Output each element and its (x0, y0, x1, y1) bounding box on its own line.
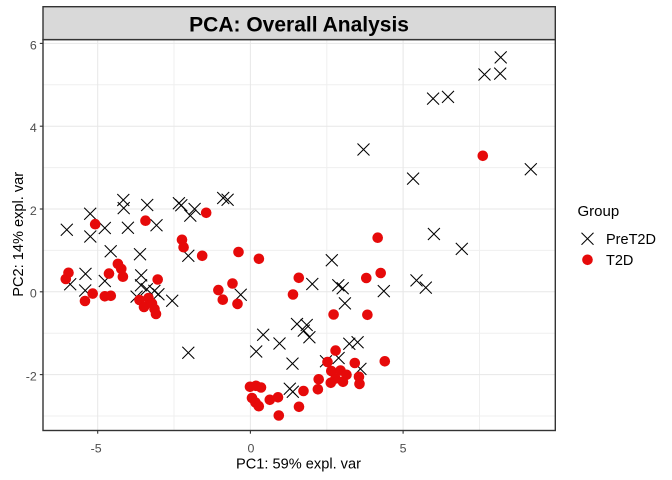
svg-text:PreT2D: PreT2D (606, 232, 656, 248)
svg-text:T2D: T2D (606, 253, 633, 269)
svg-text:4: 4 (30, 121, 37, 135)
svg-text:PC1: 59% expl. var: PC1: 59% expl. var (236, 456, 361, 472)
svg-text:6: 6 (30, 38, 37, 52)
svg-text:PCA: Overall Analysis: PCA: Overall Analysis (189, 14, 409, 37)
svg-text:-2: -2 (26, 370, 37, 384)
svg-text:2: 2 (30, 204, 37, 218)
svg-text:0: 0 (248, 442, 255, 456)
svg-text:-5: -5 (91, 442, 102, 456)
svg-text:0: 0 (30, 287, 37, 301)
svg-text:PC2: 14% expl. var: PC2: 14% expl. var (11, 172, 27, 297)
svg-text:5: 5 (400, 442, 407, 456)
svg-text:Group: Group (578, 203, 620, 220)
